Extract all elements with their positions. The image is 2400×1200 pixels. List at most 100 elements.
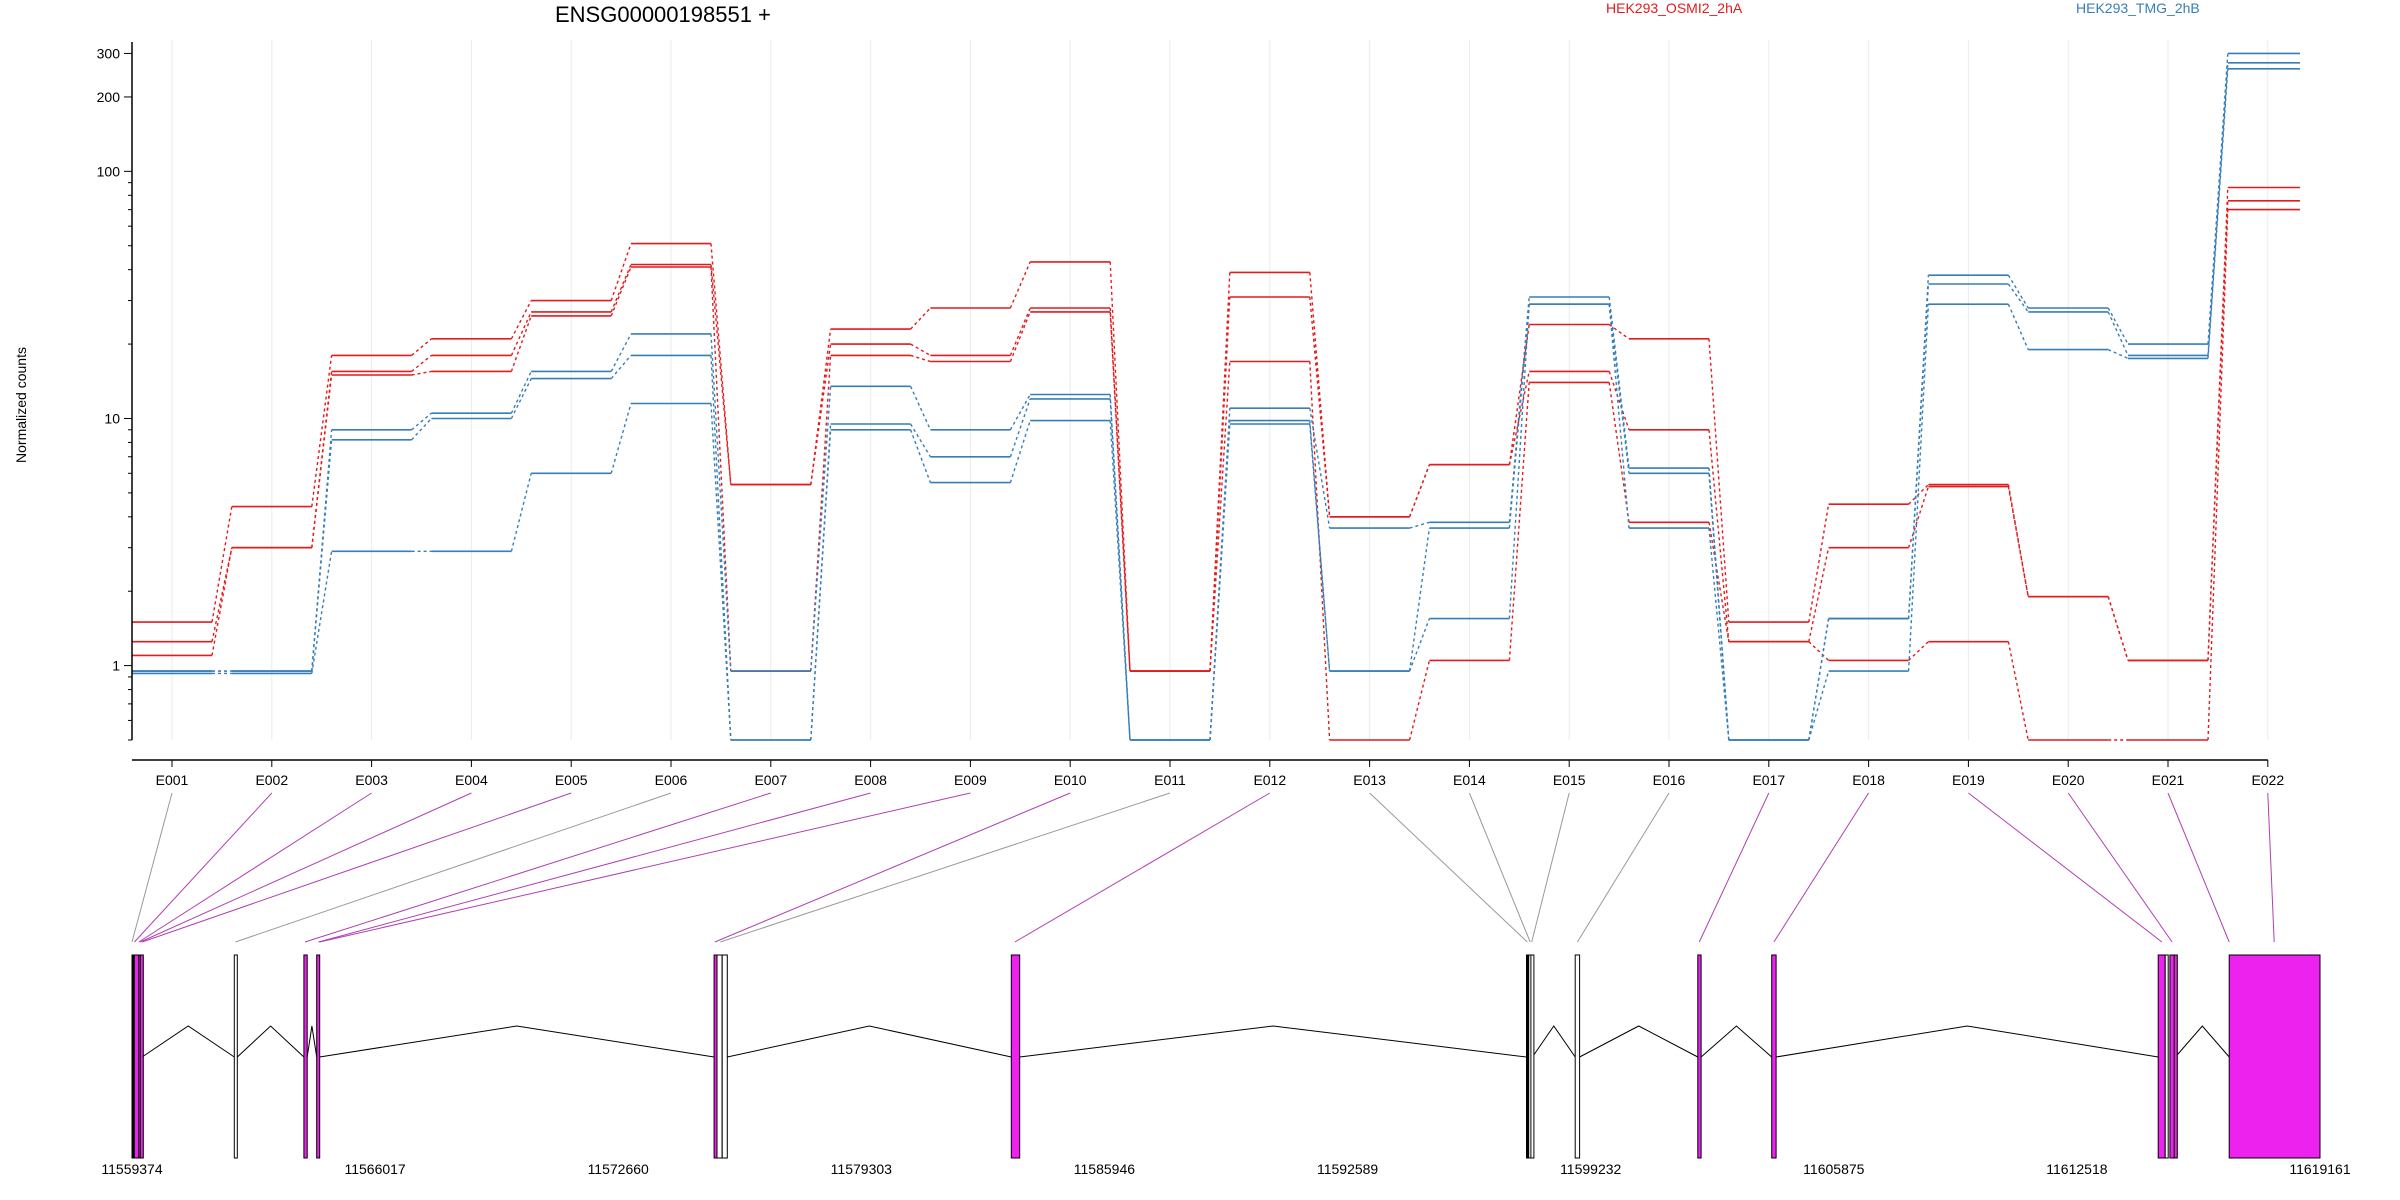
legend-entry-osmi2: HEK293_OSMI2_2hA: [1606, 0, 1743, 16]
exon-box: [316, 954, 321, 1159]
coordinate-label: 11559374: [101, 1161, 162, 1177]
y-tick-label: 200: [97, 89, 121, 105]
exon-connector: [2067, 792, 2173, 943]
exon-label: E021: [2152, 772, 2185, 788]
series-line: [132, 200, 2300, 672]
intron-line: [1579, 1025, 1699, 1058]
exon-connector: [1773, 792, 1870, 943]
exon-box: [133, 954, 140, 1159]
exon-label: E006: [655, 772, 688, 788]
coordinate-label: 11605875: [1803, 1161, 1864, 1177]
exon-label: E008: [854, 772, 887, 788]
exon-connector: [138, 792, 372, 943]
exon-label: E011: [1154, 772, 1186, 788]
exon-connector: [319, 792, 971, 943]
exon-connector: [1576, 792, 1670, 943]
coordinate-label: 11566017: [344, 1161, 405, 1177]
exon-label: E005: [555, 772, 588, 788]
y-axis: 1 10 100 200 300: [97, 42, 133, 741]
intron-line: [319, 1025, 715, 1058]
series-transition: [211, 209, 2229, 741]
exon-box: [2228, 954, 2321, 1159]
exon-connector: [131, 792, 173, 943]
exon-box: [721, 954, 728, 1159]
exon-label: E020: [2052, 772, 2085, 788]
coordinate-label: 11619161: [2289, 1161, 2350, 1177]
intron-line: [236, 1025, 305, 1058]
intron-line: [141, 1025, 235, 1058]
y-tick-label: 1: [112, 658, 120, 674]
exon-connector: [134, 792, 273, 943]
exon-box: [1771, 954, 1777, 1159]
series-line: [132, 208, 2300, 741]
exon-connector: [1531, 792, 1570, 943]
genomic-coordinate-axis: 11559374 11566017 11572660 11579303 11585946…: [101, 1161, 2350, 1177]
exon-box: [1530, 954, 1535, 1159]
coordinate-label: 11599232: [1560, 1161, 1621, 1177]
exon-connector: [714, 792, 1071, 943]
exon-label: E009: [954, 772, 987, 788]
exon-box: [2164, 954, 2169, 1159]
exon-connector: [1968, 792, 2163, 943]
coordinate-label: 11579303: [831, 1161, 892, 1177]
intron-line: [1531, 1025, 1576, 1058]
exon-label: E019: [1952, 772, 1985, 788]
series-transition: [212, 62, 2229, 741]
coordinate-label: 11612518: [2046, 1161, 2107, 1177]
exon-box: [139, 954, 144, 1159]
exon-box: [2173, 954, 2178, 1159]
exon-connector: [140, 792, 472, 943]
exon-connector: [1014, 792, 1271, 943]
series-line: [132, 68, 2300, 741]
exon-connector: [304, 792, 771, 943]
x-axis-exons: E001 E002 E003 E004 E005 E006 E007 E008 E009 E010…: [132, 759, 2284, 788]
exon-connectors: [131, 792, 2275, 943]
exon-label: E004: [455, 772, 488, 788]
exon-box: [2157, 954, 2166, 1159]
exon-connector: [2267, 792, 2275, 943]
y-axis-label: Normalized counts: [13, 347, 29, 463]
coordinate-label: 11592589: [1317, 1161, 1378, 1177]
exon-box: [303, 954, 308, 1159]
exon-box: [1010, 954, 1021, 1159]
exon-label: E010: [1054, 772, 1087, 788]
coordinate-label: 11572660: [588, 1161, 649, 1177]
exon-connector: [318, 792, 871, 943]
series-lines: [132, 52, 2300, 741]
intron-line: [1019, 1025, 1527, 1058]
exon-box: [716, 954, 723, 1159]
exon-label: E014: [1453, 772, 1486, 788]
exon-connector: [1369, 792, 1528, 943]
y-tick-label: 10: [104, 410, 120, 426]
exon-label: E016: [1653, 772, 1686, 788]
exon-label: E018: [1852, 772, 1885, 788]
series-transition: [212, 68, 2229, 741]
intron-line: [2175, 1025, 2230, 1058]
intron-line: [727, 1025, 1012, 1058]
exon-label: E012: [1253, 772, 1286, 788]
chart-title: ENSG00000198551 +: [555, 2, 771, 27]
exon-box: [1574, 954, 1581, 1159]
exon-label: E015: [1553, 772, 1586, 788]
coordinate-label: 11585946: [1074, 1161, 1135, 1177]
y-tick-label: 100: [97, 163, 121, 179]
exon-label: E007: [754, 772, 787, 788]
exon-label: E001: [156, 772, 189, 788]
exon-box: [2169, 954, 2175, 1159]
exon-connector: [235, 792, 672, 943]
exon-label: E013: [1353, 772, 1386, 788]
exon-label: E017: [1752, 772, 1785, 788]
exon-connector: [1698, 792, 1770, 943]
vertical-gridlines: [171, 40, 2269, 740]
exon-label: E003: [355, 772, 388, 788]
series-transition: [211, 200, 2229, 672]
y-tick-label: 300: [97, 45, 121, 61]
exon-label: E002: [255, 772, 288, 788]
exon-box: [233, 954, 238, 1159]
legend-entry-tmg: HEK293_TMG_2hB: [2076, 0, 2200, 16]
exon-connector: [2167, 792, 2230, 943]
gene-model: [131, 954, 2321, 1159]
exon-connector: [1468, 792, 1531, 943]
